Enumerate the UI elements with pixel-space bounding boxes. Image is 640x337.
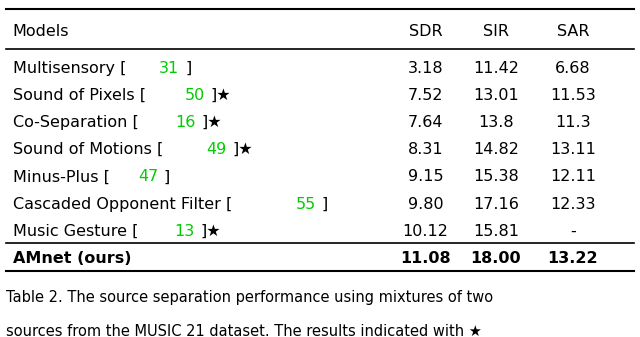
Text: 7.52: 7.52 (408, 88, 444, 103)
Text: 49: 49 (207, 142, 227, 157)
Text: 13.01: 13.01 (473, 88, 519, 103)
Text: 14.82: 14.82 (473, 142, 519, 157)
Text: 12.33: 12.33 (550, 196, 596, 212)
Text: Minus-Plus [: Minus-Plus [ (13, 170, 109, 184)
Text: 8.31: 8.31 (408, 142, 444, 157)
Text: Co-Separation [: Co-Separation [ (13, 115, 138, 130)
Text: Cascaded Opponent Filter [: Cascaded Opponent Filter [ (13, 196, 232, 212)
Text: Sound of Pixels [: Sound of Pixels [ (13, 88, 146, 103)
Text: 12.11: 12.11 (550, 170, 596, 184)
Text: 15.38: 15.38 (473, 170, 519, 184)
Text: 31: 31 (159, 61, 179, 76)
Text: SDR: SDR (409, 24, 442, 39)
Text: SAR: SAR (557, 24, 589, 39)
Text: AMnet (ours): AMnet (ours) (13, 251, 131, 266)
Text: ]★: ]★ (202, 115, 222, 130)
Text: Music Gesture [: Music Gesture [ (13, 224, 138, 239)
Text: 17.16: 17.16 (473, 196, 519, 212)
Text: 18.00: 18.00 (470, 251, 522, 266)
Text: 13.11: 13.11 (550, 142, 596, 157)
Text: 9.15: 9.15 (408, 170, 444, 184)
Text: -: - (570, 224, 575, 239)
Text: ]: ] (185, 61, 191, 76)
Text: 55: 55 (296, 196, 316, 212)
Text: 6.68: 6.68 (555, 61, 591, 76)
Text: 16: 16 (175, 115, 195, 130)
Text: 10.12: 10.12 (403, 224, 449, 239)
Text: 11.42: 11.42 (473, 61, 519, 76)
Text: 13.8: 13.8 (478, 115, 514, 130)
Text: 50: 50 (184, 88, 205, 103)
Text: 15.81: 15.81 (473, 224, 519, 239)
Text: SIR: SIR (483, 24, 509, 39)
Text: ]★: ]★ (201, 224, 221, 239)
Text: 11.3: 11.3 (555, 115, 591, 130)
Text: Multisensory [: Multisensory [ (13, 61, 126, 76)
Text: ]★: ]★ (211, 88, 231, 103)
Text: Sound of Motions [: Sound of Motions [ (13, 142, 163, 157)
Text: ]: ] (322, 196, 328, 212)
Text: 13: 13 (175, 224, 195, 239)
Text: Models: Models (13, 24, 69, 39)
Text: 13.22: 13.22 (547, 251, 598, 266)
Text: 47: 47 (138, 170, 158, 184)
Text: 11.53: 11.53 (550, 88, 596, 103)
Text: ]★: ]★ (233, 142, 253, 157)
Text: Table 2. The source separation performance using mixtures of two: Table 2. The source separation performan… (6, 290, 493, 305)
Text: 11.08: 11.08 (400, 251, 451, 266)
Text: 3.18: 3.18 (408, 61, 444, 76)
Text: sources from the MUSIC 21 dataset. The results indicated with ★: sources from the MUSIC 21 dataset. The r… (6, 324, 483, 337)
Text: 7.64: 7.64 (408, 115, 444, 130)
Text: ]: ] (164, 170, 170, 184)
Text: 9.80: 9.80 (408, 196, 444, 212)
